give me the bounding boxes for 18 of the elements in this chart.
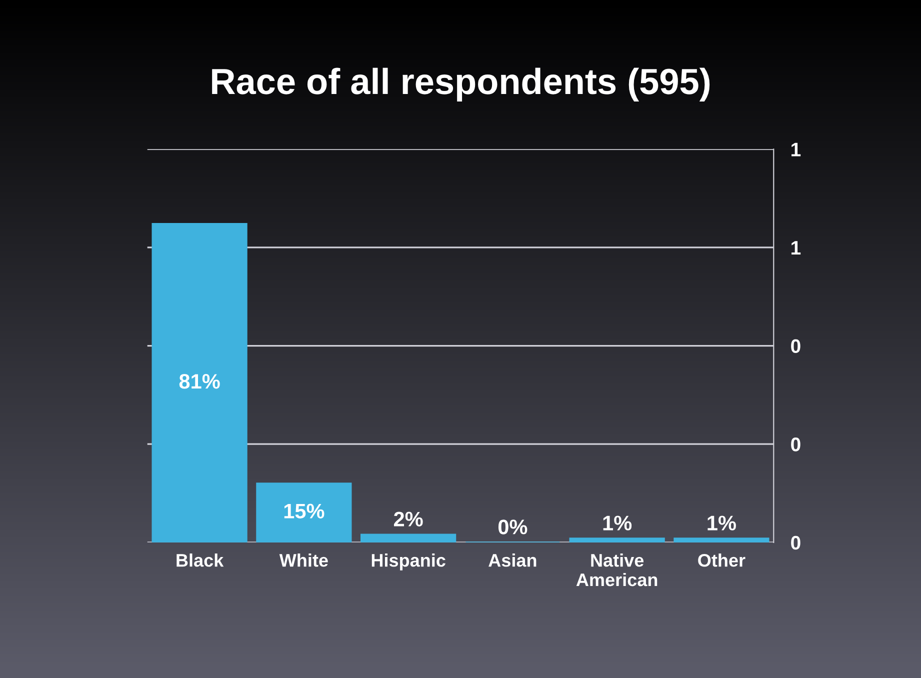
x-tick-label: White xyxy=(279,554,328,567)
data-label: 0% xyxy=(498,520,528,534)
x-tick-label: Native American xyxy=(576,554,658,586)
y-tick-label: 0 xyxy=(791,438,800,452)
y-tick-label: 1 xyxy=(792,241,801,255)
x-tick-label: Black xyxy=(176,554,224,567)
x-tick-label: Other xyxy=(698,554,746,567)
data-label: 1% xyxy=(708,516,736,530)
y-tick-label: 0 xyxy=(791,339,800,354)
data-label: 81% xyxy=(179,374,220,389)
data-label: 2% xyxy=(394,512,423,526)
x-tick-label: Asian xyxy=(488,554,536,567)
data-label: 1% xyxy=(603,516,632,530)
x-tick-label: Hispanic xyxy=(372,554,446,570)
chart-title: Race of all respondents (595) xyxy=(212,68,710,102)
y-tick-label: 1 xyxy=(792,142,801,156)
y-tick-label: 0 xyxy=(791,536,800,550)
data-label: 15% xyxy=(284,504,324,518)
